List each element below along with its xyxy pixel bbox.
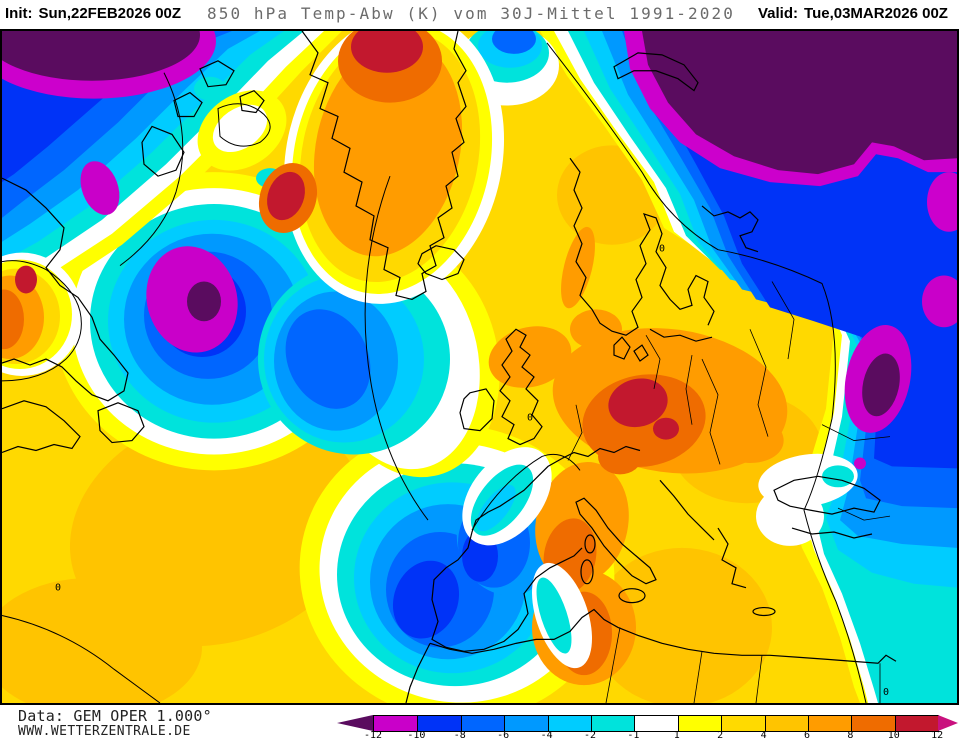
anomaly-field <box>2 31 957 703</box>
footer-bar: Data: GEM OPER 1.000° WWW.WETTERZENTRALE… <box>0 705 959 741</box>
legend-tick: -6 <box>497 730 510 741</box>
legend-cell <box>851 716 895 731</box>
website-line: WWW.WETTERZENTRALE.DE <box>18 724 191 739</box>
labrador-coast <box>2 177 129 402</box>
north-africa-coast <box>429 608 897 664</box>
init-value: Sun,22FEB2026 00Z <box>38 5 182 22</box>
map-canvas: 0 0 0 0 <box>2 31 957 703</box>
data-source-line: Data: GEM OPER 1.000° <box>18 707 212 725</box>
legend-tick: 2 <box>717 730 724 741</box>
zero-label: 0 <box>883 687 889 698</box>
country-borders <box>567 281 891 703</box>
legend-tick: -12 <box>363 730 383 741</box>
baffin-coast <box>141 125 185 177</box>
legend-tick: -2 <box>583 730 597 741</box>
novaya-zemlya-coast <box>613 52 699 92</box>
legend-tick: 12 <box>931 730 944 741</box>
zero-label: 0 <box>527 413 533 424</box>
chart-title: 850 hPa Temp-Abw (K) vom 30J-Mittel 1991… <box>207 4 735 23</box>
zero-contour-labels: 0 0 0 0 <box>55 244 889 698</box>
weather-map: 0 0 0 0 <box>0 29 959 705</box>
legend-tick: 6 <box>803 730 811 741</box>
legend-cell <box>547 716 591 731</box>
legend-cell <box>417 716 461 731</box>
init-time-group: Init: Sun,22FEB2026 00Z <box>5 5 181 22</box>
italy-coast <box>575 497 657 585</box>
legend-tick: -10 <box>407 730 426 741</box>
legend-cell <box>721 716 765 731</box>
legend-cell <box>590 716 635 731</box>
legend-arrow-right <box>938 715 958 731</box>
legend-cell <box>460 716 505 731</box>
valid-label: Valid: <box>758 5 799 22</box>
scandinavia-coast <box>569 157 715 336</box>
legend-arrow-left <box>337 715 373 731</box>
iceland-coast <box>417 245 465 281</box>
legend-cell <box>504 716 548 731</box>
zero-label: 0 <box>55 583 61 594</box>
newfoundland-coast <box>97 402 145 444</box>
valid-value: Tue,03MAR2026 00Z <box>804 5 948 22</box>
legend-cell <box>677 716 722 731</box>
legend-tick: -4 <box>540 730 553 741</box>
legend-tick: 4 <box>760 730 767 741</box>
black-sea-coast <box>773 475 881 515</box>
zero-contours <box>2 42 867 703</box>
legend-tick: 8 <box>847 730 854 741</box>
legend-cell <box>374 716 418 731</box>
legend-colorbar <box>373 715 940 732</box>
white-sea-coast <box>701 205 759 253</box>
legend-cell <box>807 716 852 731</box>
coastlines <box>2 31 897 703</box>
ireland-coast <box>459 388 495 432</box>
uk-coast <box>499 328 543 446</box>
legend-tick: 1 <box>673 730 680 741</box>
legend-tick: -1 <box>627 730 640 741</box>
init-label: Init: <box>5 5 33 22</box>
legend-cell <box>764 716 808 731</box>
legend-tick: -8 <box>453 730 466 741</box>
valid-time-group: Valid: Tue,03MAR2026 00Z <box>758 5 948 22</box>
legend-tick: 10 <box>887 730 900 741</box>
legend-cell <box>634 716 678 731</box>
legend-cell <box>894 716 939 731</box>
zero-label: 0 <box>659 244 665 255</box>
title-bar: Init: Sun,22FEB2026 00Z 850 hPa Temp-Abw … <box>0 0 959 29</box>
france-iberia-coast <box>431 457 583 652</box>
greenland-coast <box>301 31 467 301</box>
